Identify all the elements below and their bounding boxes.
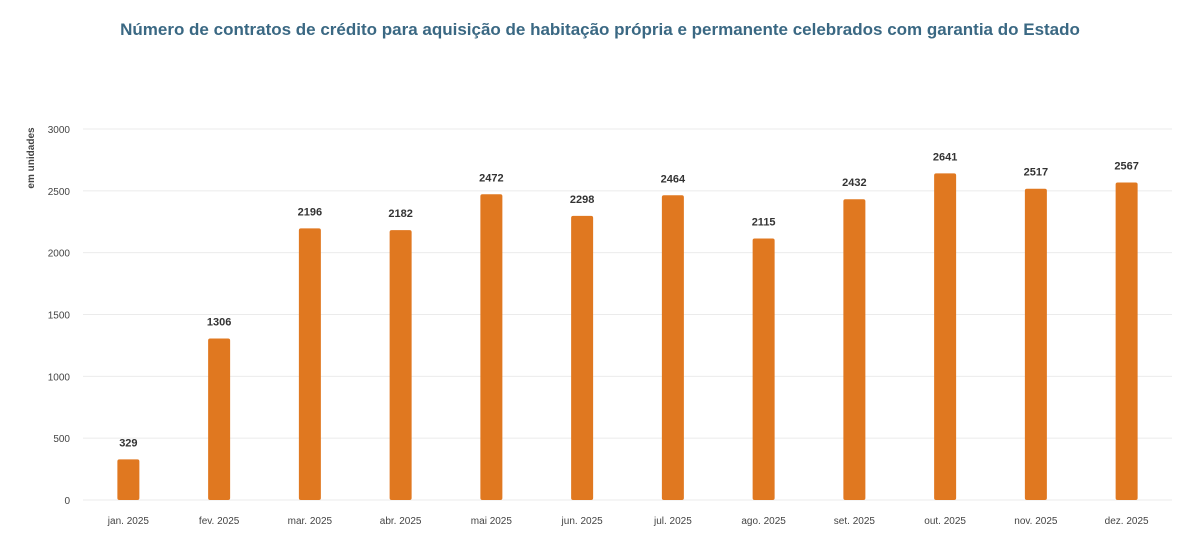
bar [661, 195, 684, 500]
data-label: 2464 [661, 173, 686, 185]
x-tick-label: dez. 2025 [1105, 516, 1149, 527]
bar [843, 199, 866, 500]
data-label: 2196 [298, 206, 322, 218]
y-tick-label: 0 [64, 496, 70, 507]
data-label: 2517 [1024, 167, 1048, 179]
bar [571, 215, 594, 500]
x-tick-label: abr. 2025 [380, 516, 422, 527]
y-tick-label: 2000 [48, 249, 71, 260]
data-label: 2182 [388, 208, 412, 220]
x-tick-label: jul. 2025 [653, 516, 692, 527]
bar [117, 459, 140, 500]
data-label: 2641 [933, 151, 957, 163]
y-tick-label: 3000 [48, 125, 71, 136]
y-axis-label: em unidades [26, 127, 37, 189]
x-tick-label: jun. 2025 [561, 516, 604, 527]
chart-title: Número de contratos de crédito para aqui… [120, 20, 1080, 39]
bar [389, 230, 412, 500]
x-tick-label: mai 2025 [471, 516, 513, 527]
x-tick-label: out. 2025 [924, 516, 966, 527]
x-tick-label: ago. 2025 [741, 516, 786, 527]
y-tick-label: 1000 [48, 372, 71, 383]
data-label: 2567 [1114, 161, 1138, 173]
bar [208, 338, 231, 500]
x-tick-label: fev. 2025 [199, 516, 240, 527]
bar [752, 238, 775, 500]
x-tick-label: set. 2025 [834, 516, 876, 527]
y-tick-label: 1500 [48, 311, 71, 322]
data-label: 1306 [207, 316, 231, 328]
y-tick-label: 2500 [48, 187, 71, 198]
data-label: 329 [119, 437, 137, 449]
x-tick-label: mar. 2025 [288, 516, 333, 527]
bar [1115, 182, 1138, 500]
x-tick-label: jan. 2025 [107, 516, 150, 527]
y-tick-label: 500 [53, 434, 70, 445]
data-label: 2115 [752, 216, 776, 228]
bar [298, 228, 321, 501]
bar [934, 173, 957, 500]
x-tick-label: nov. 2025 [1014, 516, 1058, 527]
data-label: 2472 [479, 172, 503, 184]
bar [480, 194, 503, 500]
data-label: 2298 [570, 194, 594, 206]
bar [1024, 188, 1047, 500]
data-label: 2432 [842, 177, 866, 189]
